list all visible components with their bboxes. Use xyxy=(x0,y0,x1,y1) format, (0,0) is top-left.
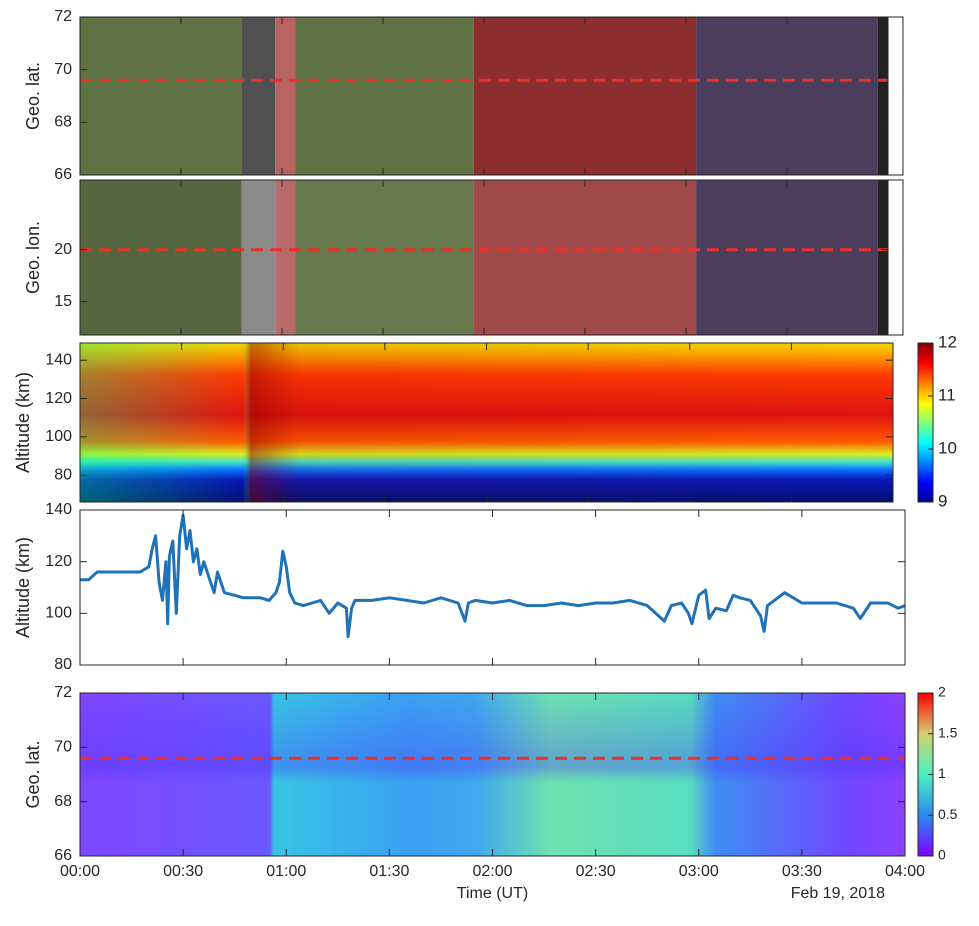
x-tick-label: 02:30 xyxy=(576,863,616,880)
colorbar-tick-label: 1.5 xyxy=(938,724,958,740)
y-tick-label: 120 xyxy=(45,553,72,570)
shaded-interval xyxy=(295,17,474,175)
shaded-interval xyxy=(696,17,878,175)
x-tick-label: 01:00 xyxy=(266,863,306,880)
y-tick-label: 120 xyxy=(45,390,72,407)
y-tick-label: 100 xyxy=(45,605,72,622)
shaded-interval xyxy=(241,180,276,335)
y-axis-label: Geo. lat. xyxy=(23,62,43,130)
x-tick-label: 03:30 xyxy=(782,863,822,880)
colorbar-tick-label: 11 xyxy=(938,385,956,404)
colorbar-tick-label: 9 xyxy=(938,491,947,510)
colorbar-tick-label: 0.5 xyxy=(938,806,958,822)
y-tick-label: 100 xyxy=(45,428,72,445)
x-tick-label: 00:00 xyxy=(60,863,100,880)
y-tick-label: 140 xyxy=(45,351,72,368)
altitude-image-overlay xyxy=(80,343,893,502)
shaded-interval xyxy=(275,17,296,175)
x-tick-label: 03:00 xyxy=(679,863,719,880)
y-tick-label: 80 xyxy=(54,466,72,483)
y-tick-label: 70 xyxy=(54,739,72,756)
image-strip xyxy=(877,180,888,335)
shaded-interval xyxy=(80,180,242,335)
shaded-interval xyxy=(295,180,474,335)
y-tick-label: 72 xyxy=(54,8,72,25)
y-tick-label: 70 xyxy=(54,61,72,78)
y-tick-label: 72 xyxy=(54,684,72,701)
colorbar-tick-label: 10 xyxy=(938,438,957,457)
colorbar-box xyxy=(887,179,904,336)
y-tick-label: 140 xyxy=(45,501,72,518)
y-tick-label: 68 xyxy=(54,114,72,131)
y-tick-label: 20 xyxy=(54,241,72,258)
y-axis-label: Geo. lon. xyxy=(23,221,43,294)
y-tick-label: 80 xyxy=(54,656,72,673)
image-strip xyxy=(877,17,888,175)
axes-box xyxy=(79,509,906,666)
shaded-interval xyxy=(473,17,697,175)
x-tick-label: 04:00 xyxy=(885,863,925,880)
y-axis-label: Geo. lat. xyxy=(23,740,43,808)
x-tick-label: 01:30 xyxy=(369,863,409,880)
x-tick-label: 00:30 xyxy=(163,863,203,880)
shaded-interval xyxy=(696,180,878,335)
shaded-interval xyxy=(241,17,276,175)
y-tick-label: 66 xyxy=(54,847,72,864)
colorbar-tick-label: 0 xyxy=(938,847,946,863)
x-axis-label: Time (UT) xyxy=(457,885,528,902)
colorbar-tick-label: 12 xyxy=(938,332,957,351)
colorbar-tick-label: 1 xyxy=(938,765,946,781)
line-series xyxy=(80,513,906,639)
y-axis-label: Altitude (km) xyxy=(13,372,33,473)
y-tick-label: 68 xyxy=(54,793,72,810)
shaded-interval xyxy=(80,17,242,175)
colorbar xyxy=(917,342,934,503)
x-tick-label: 02:00 xyxy=(472,863,512,880)
y-tick-label: 15 xyxy=(54,293,72,310)
shaded-interval xyxy=(275,180,296,335)
y-tick-label: 66 xyxy=(54,166,72,183)
colorbar-box xyxy=(887,16,904,176)
annotation: Feb 19, 2018 xyxy=(791,885,885,902)
y-axis-label: Altitude (km) xyxy=(13,537,33,638)
shaded-interval xyxy=(473,180,697,335)
colorbar-tick-label: 2 xyxy=(938,684,946,700)
latitude-image-overlay xyxy=(80,693,905,856)
